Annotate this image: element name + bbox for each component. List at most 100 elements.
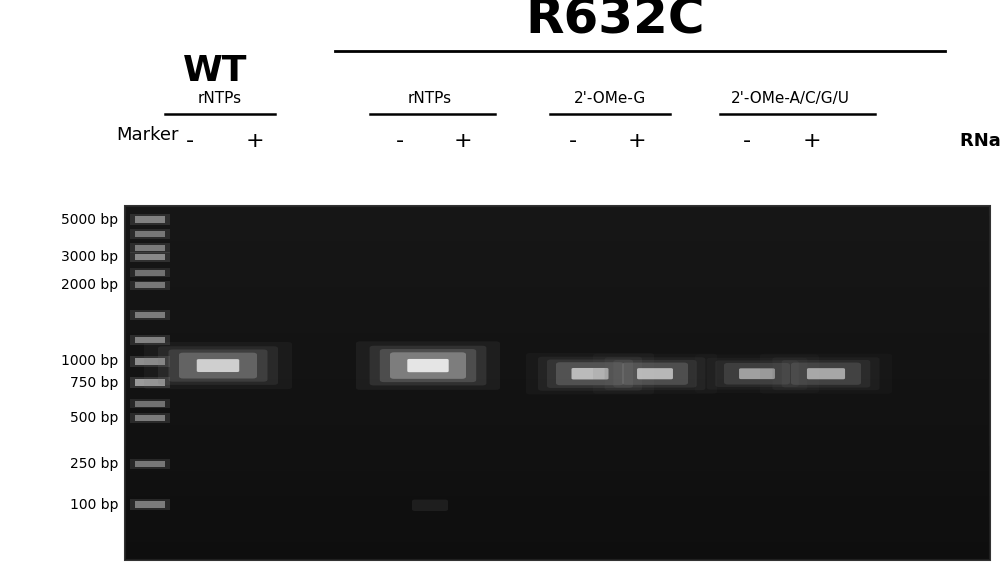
Bar bbox=[125, 315, 990, 319]
Bar bbox=[125, 447, 990, 450]
Bar bbox=[135, 358, 165, 365]
Bar bbox=[135, 401, 165, 407]
Bar bbox=[125, 312, 990, 315]
Text: 100 bp: 100 bp bbox=[70, 498, 118, 512]
Bar bbox=[125, 432, 990, 436]
FancyBboxPatch shape bbox=[739, 368, 775, 379]
Bar bbox=[130, 377, 170, 388]
Bar bbox=[125, 266, 990, 270]
FancyBboxPatch shape bbox=[356, 341, 500, 390]
FancyBboxPatch shape bbox=[772, 357, 880, 390]
Text: +: + bbox=[246, 131, 264, 151]
Bar bbox=[125, 294, 990, 297]
Bar bbox=[130, 356, 170, 367]
Bar bbox=[125, 333, 990, 336]
FancyBboxPatch shape bbox=[197, 359, 239, 372]
FancyBboxPatch shape bbox=[782, 360, 870, 388]
Bar bbox=[125, 489, 990, 492]
Bar bbox=[125, 538, 990, 542]
Bar bbox=[125, 407, 990, 411]
FancyBboxPatch shape bbox=[390, 352, 466, 379]
Bar bbox=[125, 496, 990, 500]
Bar bbox=[125, 411, 990, 415]
Bar bbox=[125, 443, 990, 447]
Text: -: - bbox=[396, 131, 404, 151]
Bar bbox=[130, 460, 170, 469]
Bar bbox=[125, 280, 990, 283]
Bar bbox=[125, 383, 990, 386]
Bar bbox=[125, 404, 990, 407]
Bar bbox=[125, 528, 990, 531]
Bar bbox=[135, 231, 165, 237]
Bar bbox=[125, 220, 990, 223]
FancyBboxPatch shape bbox=[622, 363, 688, 385]
Bar bbox=[125, 287, 990, 291]
Bar bbox=[135, 461, 165, 467]
Text: Marker: Marker bbox=[117, 126, 179, 144]
Bar bbox=[125, 252, 990, 255]
Text: +: + bbox=[803, 131, 821, 151]
Bar bbox=[125, 230, 990, 234]
FancyBboxPatch shape bbox=[637, 368, 673, 379]
Bar bbox=[135, 312, 165, 319]
Bar bbox=[125, 283, 990, 287]
FancyBboxPatch shape bbox=[572, 368, 608, 380]
Bar bbox=[125, 478, 990, 482]
FancyBboxPatch shape bbox=[526, 353, 654, 395]
Bar bbox=[125, 336, 990, 340]
Bar bbox=[125, 244, 990, 248]
Bar bbox=[125, 358, 990, 361]
Text: rNTPs: rNTPs bbox=[408, 91, 452, 106]
Bar bbox=[125, 556, 990, 560]
Bar bbox=[125, 223, 990, 227]
FancyBboxPatch shape bbox=[593, 353, 717, 394]
Bar bbox=[125, 415, 990, 418]
Bar bbox=[125, 323, 990, 326]
Bar bbox=[125, 354, 990, 358]
Bar bbox=[130, 311, 170, 320]
Bar bbox=[125, 464, 990, 468]
Text: 2'-OMe-A/C/G/U: 2'-OMe-A/C/G/U bbox=[730, 91, 850, 106]
FancyBboxPatch shape bbox=[724, 363, 790, 384]
Bar bbox=[135, 216, 165, 223]
FancyBboxPatch shape bbox=[715, 360, 799, 387]
FancyBboxPatch shape bbox=[380, 349, 476, 382]
Bar bbox=[125, 513, 990, 517]
Bar bbox=[125, 270, 990, 273]
Bar bbox=[125, 517, 990, 521]
Bar bbox=[125, 535, 990, 538]
Text: rNTPs: rNTPs bbox=[198, 91, 242, 106]
FancyBboxPatch shape bbox=[760, 353, 892, 394]
Bar bbox=[130, 399, 170, 408]
Text: -: - bbox=[186, 131, 194, 151]
Bar bbox=[125, 361, 990, 365]
Bar bbox=[125, 524, 990, 528]
Bar bbox=[125, 329, 990, 333]
Bar bbox=[125, 492, 990, 496]
Bar bbox=[125, 482, 990, 485]
Text: -: - bbox=[569, 131, 577, 151]
Bar bbox=[135, 254, 165, 260]
Bar bbox=[125, 308, 990, 312]
Bar bbox=[130, 243, 170, 253]
Bar bbox=[125, 326, 990, 329]
Bar bbox=[125, 340, 990, 344]
Bar bbox=[130, 268, 170, 278]
Bar bbox=[125, 500, 990, 503]
FancyBboxPatch shape bbox=[412, 500, 448, 511]
Bar bbox=[125, 248, 990, 252]
Bar bbox=[125, 453, 990, 457]
Bar bbox=[125, 397, 990, 400]
Bar bbox=[125, 545, 990, 549]
Bar bbox=[125, 241, 990, 244]
Text: WT: WT bbox=[183, 54, 247, 89]
FancyBboxPatch shape bbox=[695, 355, 819, 393]
Text: R632C: R632C bbox=[525, 0, 705, 44]
Bar bbox=[125, 471, 990, 475]
Bar bbox=[125, 485, 990, 489]
Bar bbox=[125, 510, 990, 513]
Bar bbox=[125, 439, 990, 443]
FancyBboxPatch shape bbox=[791, 363, 861, 385]
Bar bbox=[130, 281, 170, 289]
FancyBboxPatch shape bbox=[547, 360, 633, 388]
